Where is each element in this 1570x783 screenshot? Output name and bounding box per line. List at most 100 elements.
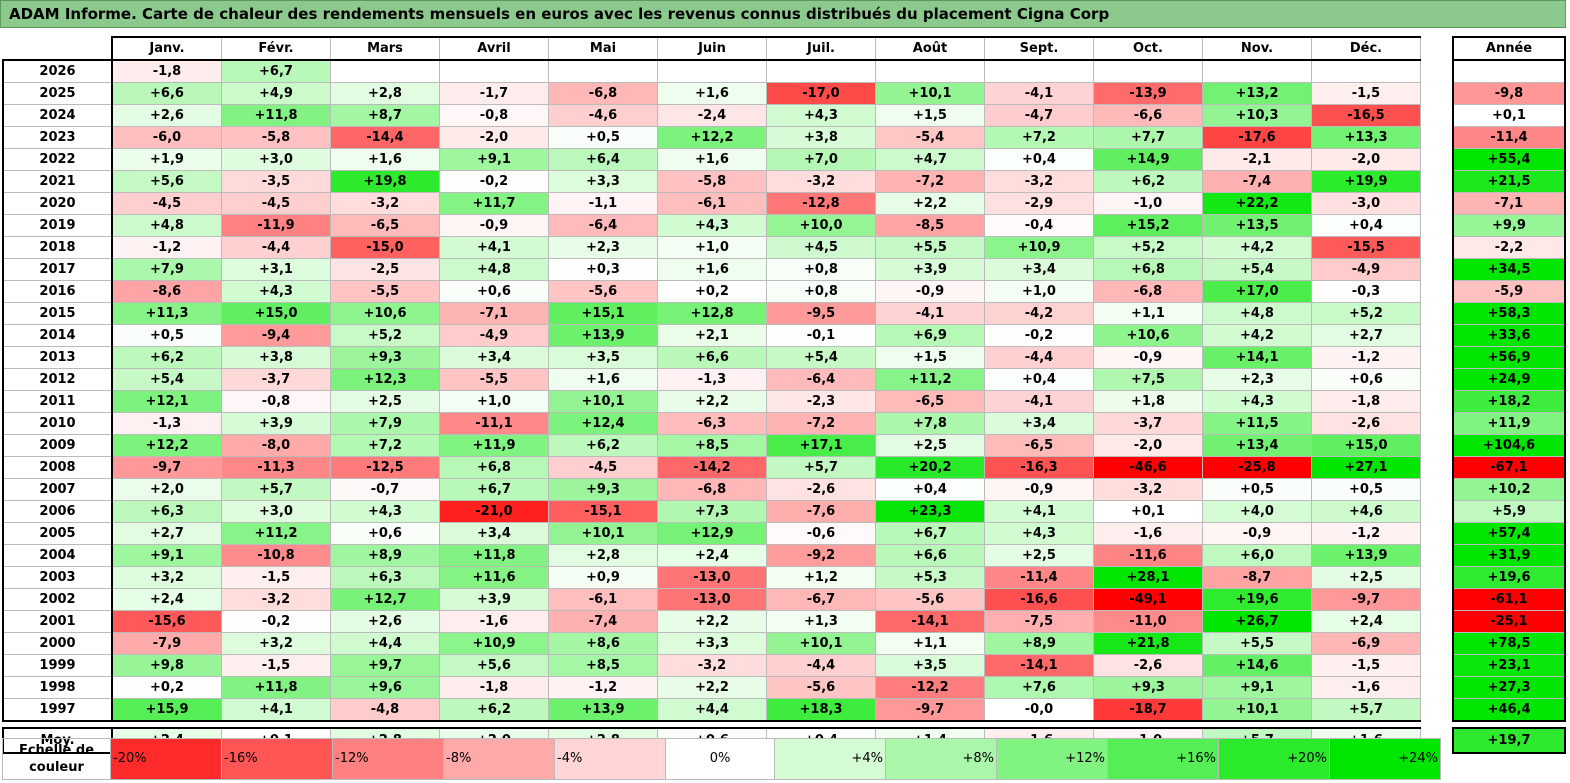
heatmap-cell: -3,2 <box>766 170 876 193</box>
heatmap-cell: +6,6 <box>111 82 222 105</box>
heatmap-cell: +2,2 <box>657 676 767 699</box>
heatmap-cell: -4,4 <box>984 346 1094 369</box>
heatmap-cell: -15,1 <box>548 500 658 523</box>
annual-row: -5,9 <box>1452 280 1566 303</box>
heatmap-cell: +3,2 <box>111 566 222 589</box>
table-row: 2006 +6,3 +3,0 +4,3 -21,0 -15,1 +7,3 -7,6 +23,3 +… <box>2 500 1421 523</box>
table-row: 2020 -4,5 -4,5 -3,2 +11,7 -1,1 -6,1 -12,8 +2,2 -2… <box>2 192 1421 215</box>
table-row: 2014 +0,5 -9,4 +5,2 -4,9 +13,9 +2,1 -0,1 +6,9 -0,… <box>2 324 1421 347</box>
heatmap-cell: +5,2 <box>1311 302 1421 325</box>
annual-row: +56,9 <box>1452 346 1566 369</box>
heatmap-cell: +21,8 <box>1093 632 1203 655</box>
heatmap-cell: +11,3 <box>111 302 222 325</box>
heatmap-cell: +6,2 <box>111 346 222 369</box>
heatmap-cell: -0,4 <box>984 214 1094 237</box>
heatmap-cell: +3,1 <box>221 258 331 281</box>
annual-row: +55,4 <box>1452 148 1566 171</box>
heatmap-cell: +4,8 <box>111 214 222 237</box>
heatmap-cell: +4,5 <box>766 236 876 259</box>
annual-row: +5,9 <box>1452 500 1566 523</box>
heatmap-cell: -0,9 <box>439 214 549 237</box>
annual-cell: +34,5 <box>1452 258 1566 281</box>
heatmap-cell: +17,1 <box>766 434 876 457</box>
heatmap-cell: -2,5 <box>330 258 440 281</box>
heatmap-cell: -0,6 <box>766 522 876 545</box>
heatmap-cell: +3,5 <box>875 654 985 677</box>
heatmap-cell: +11,2 <box>221 522 331 545</box>
heatmap-cell: -4,5 <box>548 456 658 479</box>
annual-row: +31,9 <box>1452 544 1566 567</box>
heatmap-cell: -7,6 <box>766 500 876 523</box>
row-year-label: 2018 <box>2 236 113 259</box>
annual-row: +24,9 <box>1452 368 1566 391</box>
heatmap-cell: +13,9 <box>1311 544 1421 567</box>
heatmap-cell: +1,6 <box>657 148 767 171</box>
annual-row: +11,9 <box>1452 412 1566 435</box>
heatmap-cell: +19,9 <box>1311 170 1421 193</box>
row-year-label: 2012 <box>2 368 113 391</box>
heatmap-cell: -0,9 <box>875 280 985 303</box>
spacer-row <box>1453 721 1565 728</box>
row-year-label: 2017 <box>2 258 113 281</box>
heatmap-cell: +3,4 <box>984 258 1094 281</box>
annual-row: +9,9 <box>1452 214 1566 237</box>
heatmap-cell: +3,0 <box>221 500 331 523</box>
heatmap-cell: +2,2 <box>657 390 767 413</box>
heatmap-cell: +23,3 <box>875 500 985 523</box>
heatmap-cell: -16,3 <box>984 456 1094 479</box>
heatmap-cell: +11,8 <box>221 104 331 127</box>
table-row: 1999 +9,8 -1,5 +9,7 +5,6 +8,5 -3,2 -4,4 +3,5 -14,… <box>2 654 1421 677</box>
monthly-heatmap-table: Janv. Févr. Mars Avril Mai Juin Juil. Août Sept.… <box>2 36 1421 754</box>
row-year-label: 2024 <box>2 104 113 127</box>
heatmap-cell: +13,2 <box>1202 82 1312 105</box>
heatmap-cell: -1,2 <box>1311 346 1421 369</box>
heatmap-cell: -0,3 <box>1311 280 1421 303</box>
month-header: Févr. <box>221 36 331 61</box>
heatmap-cell: -4,7 <box>984 104 1094 127</box>
color-scale-step: +4% <box>774 738 886 780</box>
annual-row: +78,5 <box>1452 632 1566 655</box>
annual-row: +58,3 <box>1452 302 1566 325</box>
table-row: 1998 +0,2 +11,8 +9,6 -1,8 -1,2 +2,2 -5,6 -12,2 +7… <box>2 676 1421 699</box>
annual-cell: +31,9 <box>1452 544 1566 567</box>
annual-cell: -61,1 <box>1452 588 1566 611</box>
heatmap-cell: +26,7 <box>1202 610 1312 633</box>
heatmap-cell: +3,9 <box>439 588 549 611</box>
table-row: 2026 -1,8 +6,7 <box>2 59 1421 83</box>
heatmap-cell: +5,5 <box>875 236 985 259</box>
heatmap-cell: +11,5 <box>1202 412 1312 435</box>
heatmap-cell: +1,6 <box>657 258 767 281</box>
heatmap-cell: -8,7 <box>1202 566 1312 589</box>
heatmap-cell: +5,6 <box>439 654 549 677</box>
heatmap-cell: -1,5 <box>1311 654 1421 677</box>
annual-row: -9,8 <box>1452 82 1566 105</box>
heatmap-cell: -9,7 <box>111 456 222 479</box>
heatmap-cell: +4,7 <box>875 148 985 171</box>
heatmap-cell <box>766 59 876 83</box>
heatmap-cell: -1,8 <box>111 59 222 83</box>
heatmap-cell: -1,6 <box>1311 676 1421 699</box>
heatmap-cell: -7,1 <box>439 302 549 325</box>
heatmap-cell: +3,4 <box>439 522 549 545</box>
heatmap-cell: +20,2 <box>875 456 985 479</box>
heatmap-cell: +1,5 <box>875 346 985 369</box>
heatmap-cell: +10,1 <box>766 632 876 655</box>
heatmap-cell: +12,3 <box>330 368 440 391</box>
heatmap-cell: +1,8 <box>1093 390 1203 413</box>
heatmap-cell: +4,1 <box>439 236 549 259</box>
heatmap-cell: -17,0 <box>766 82 876 105</box>
heatmap-cell: +7,2 <box>330 434 440 457</box>
heatmap-cell: -4,4 <box>221 236 331 259</box>
heatmap-cell: +13,4 <box>1202 434 1312 457</box>
heatmap-cell: -3,2 <box>657 654 767 677</box>
heatmap-cell: +12,9 <box>657 522 767 545</box>
table-row: 2005 +2,7 +11,2 +0,6 +3,4 +10,1 +12,9 -0,6 +6,7 +… <box>2 522 1421 545</box>
heatmap-cell: -13,9 <box>1093 82 1203 105</box>
heatmap-cell: +2,4 <box>111 588 222 611</box>
month-header: Juil. <box>766 36 876 61</box>
row-year-label: 1997 <box>2 698 113 722</box>
heatmap-cell: -8,6 <box>111 280 222 303</box>
heatmap-cell: +3,2 <box>221 632 331 655</box>
heatmap-cell: +15,1 <box>548 302 658 325</box>
heatmap-cell: +0,9 <box>548 566 658 589</box>
